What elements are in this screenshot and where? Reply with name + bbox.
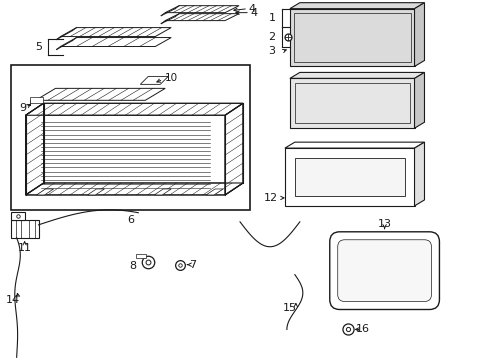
Text: 12: 12 [264,193,278,203]
Polygon shape [290,78,415,128]
Polygon shape [165,14,239,21]
Text: 4: 4 [248,4,255,14]
Polygon shape [25,103,243,115]
Polygon shape [37,189,53,195]
Text: 8: 8 [129,261,136,271]
Polygon shape [154,189,171,195]
Text: 11: 11 [18,243,32,253]
Bar [11,66,250,210]
Text: 14: 14 [5,294,20,305]
Polygon shape [165,6,239,13]
Polygon shape [136,254,147,258]
Text: 13: 13 [378,219,392,229]
Polygon shape [61,28,171,37]
Polygon shape [415,142,424,206]
Polygon shape [25,183,243,195]
Polygon shape [290,3,424,9]
Text: 2: 2 [269,32,275,41]
Polygon shape [140,76,168,84]
Text: 1: 1 [269,13,275,23]
Bar [11,220,39,238]
Polygon shape [61,37,171,46]
Text: 4: 4 [250,8,257,18]
Text: 16: 16 [356,324,369,334]
Polygon shape [25,103,44,195]
Polygon shape [415,72,424,128]
Text: 6: 6 [127,215,134,225]
Polygon shape [415,3,424,67]
Text: 7: 7 [189,260,196,270]
Polygon shape [285,142,424,148]
Polygon shape [87,189,104,195]
Polygon shape [225,103,243,195]
FancyBboxPatch shape [330,232,440,310]
Polygon shape [290,9,415,67]
Text: 9: 9 [19,103,26,113]
Text: 3: 3 [269,46,275,57]
Text: 15: 15 [283,302,297,312]
Polygon shape [206,189,223,195]
Text: 10: 10 [165,73,178,84]
Polygon shape [285,148,415,206]
Polygon shape [290,72,424,78]
Polygon shape [295,158,405,196]
Bar [11,212,24,220]
FancyBboxPatch shape [338,240,432,302]
Polygon shape [29,97,43,103]
Text: 5: 5 [35,41,42,51]
Polygon shape [36,88,165,100]
